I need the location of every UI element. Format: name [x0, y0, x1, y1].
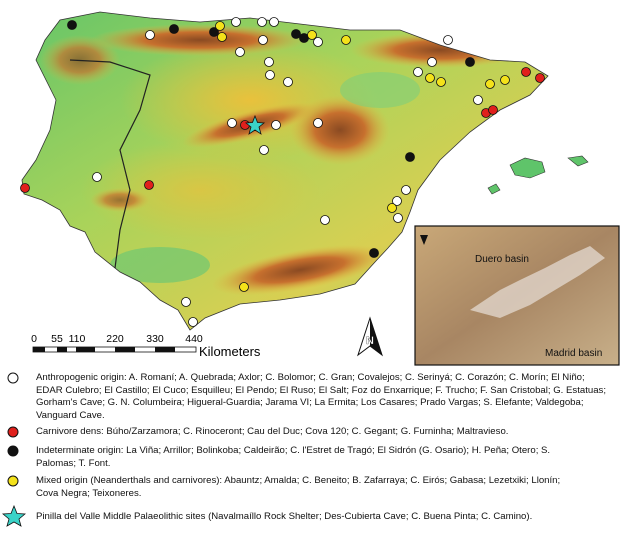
- legend-marker: [7, 372, 19, 384]
- map: Duero basin Madrid basin 0 55 110 220 33…: [20, 11, 620, 366]
- scale-label: 440: [185, 333, 203, 345]
- border: [69, 59, 151, 269]
- north-label: N: [366, 335, 374, 347]
- legend-marker: [7, 445, 19, 457]
- scale-unit: Kilometers: [199, 344, 261, 359]
- north-arrow: N: [357, 316, 383, 357]
- legend-text: Indeterminate origin: La Viña; Arrillor;…: [36, 445, 551, 469]
- inset-label: Duero basin: [475, 254, 529, 265]
- inset: Duero basin Madrid basin: [414, 225, 620, 366]
- scale-label: 110: [69, 333, 86, 345]
- legend-marker: [2, 505, 26, 527]
- legend-text: Carnivore dens: Búho/Zarzamora; C. Rinoc…: [36, 426, 509, 437]
- scale-label: 0: [31, 333, 37, 345]
- islands: [487, 155, 589, 195]
- inset-label: Madrid basin: [545, 348, 602, 359]
- scale-label: 330: [146, 333, 164, 345]
- scale-bar: 0 55 110 220 330 440 Kilometers: [31, 333, 261, 359]
- legend-marker: [7, 426, 19, 438]
- legend-text: Anthropogenic origin: A. Romaní; A. Queb…: [36, 372, 607, 421]
- legend-text: Mixed origin (Neanderthals and carnivore…: [36, 475, 561, 499]
- sites: [20, 17, 545, 327]
- legend-marker: [7, 475, 19, 487]
- scale-label: 55: [51, 333, 63, 345]
- legend-text: Pinilla del Valle Middle Palaeolithic si…: [36, 511, 533, 522]
- scale-label: 220: [106, 333, 124, 345]
